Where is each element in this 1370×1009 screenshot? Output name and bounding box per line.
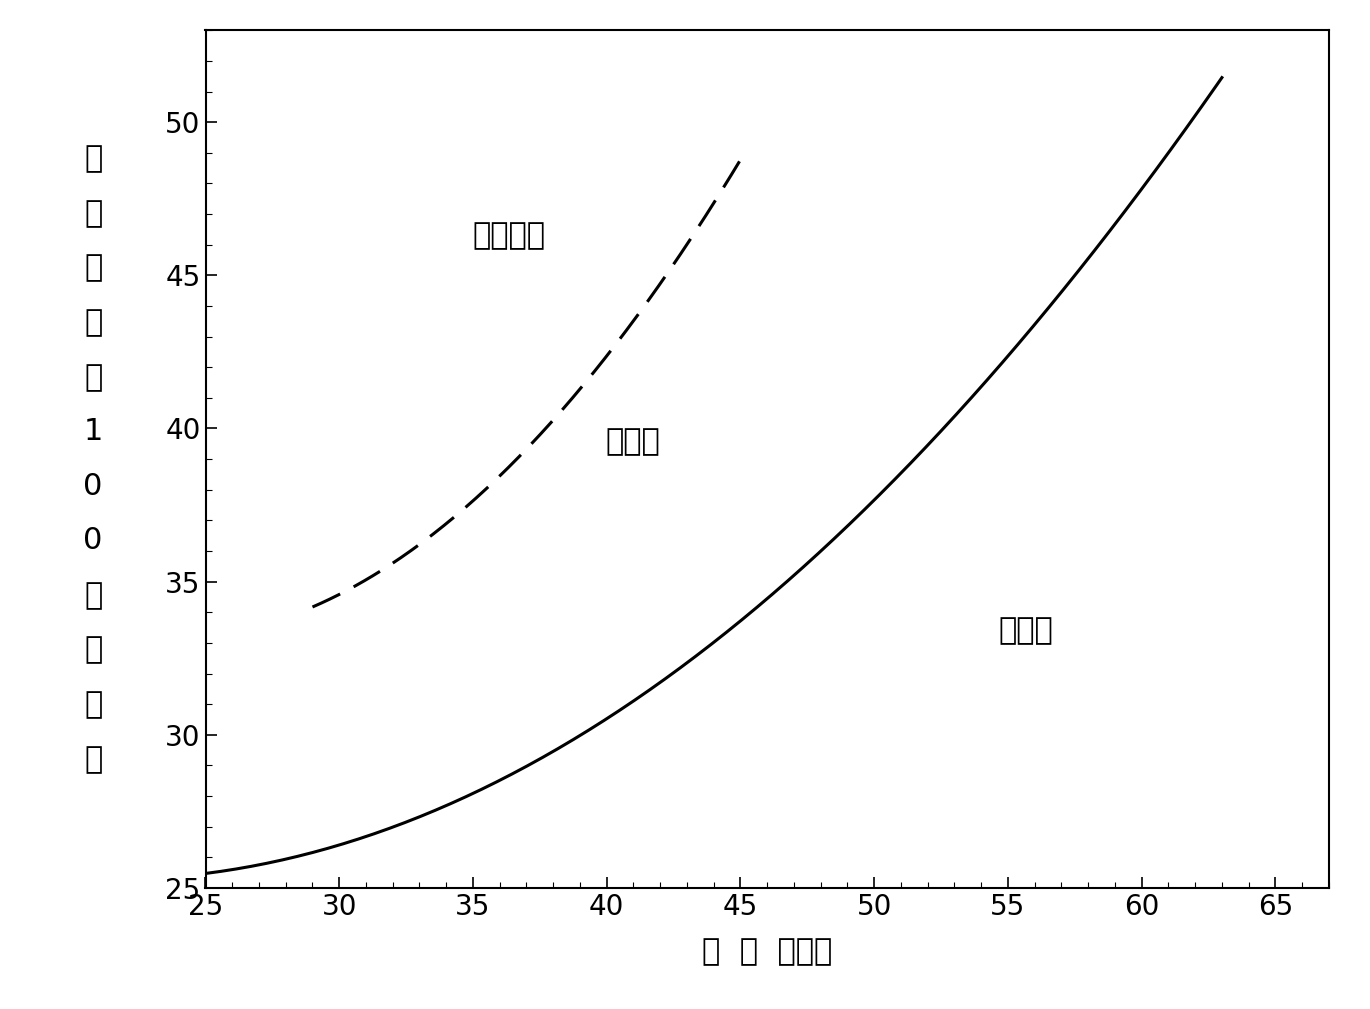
Text: ＼: ＼: [84, 362, 103, 391]
Text: 升: 升: [84, 636, 103, 665]
Text: 水: 水: [84, 690, 103, 719]
Text: 亚稳区: 亚稳区: [606, 428, 660, 456]
Text: （: （: [84, 253, 103, 283]
Text: 稳定区: 稳定区: [999, 616, 1054, 645]
Text: 0: 0: [84, 527, 103, 556]
Text: 不稳定区: 不稳定区: [473, 222, 545, 250]
Text: 浓: 浓: [84, 144, 103, 174]
X-axis label: 温  度  （度）: 温 度 （度）: [701, 937, 833, 967]
Text: 毫: 毫: [84, 581, 103, 610]
Text: 0: 0: [84, 472, 103, 500]
Text: ）: ）: [84, 745, 103, 774]
Text: 度: 度: [84, 199, 103, 228]
Text: 1: 1: [84, 418, 103, 446]
Text: 克: 克: [84, 308, 103, 337]
